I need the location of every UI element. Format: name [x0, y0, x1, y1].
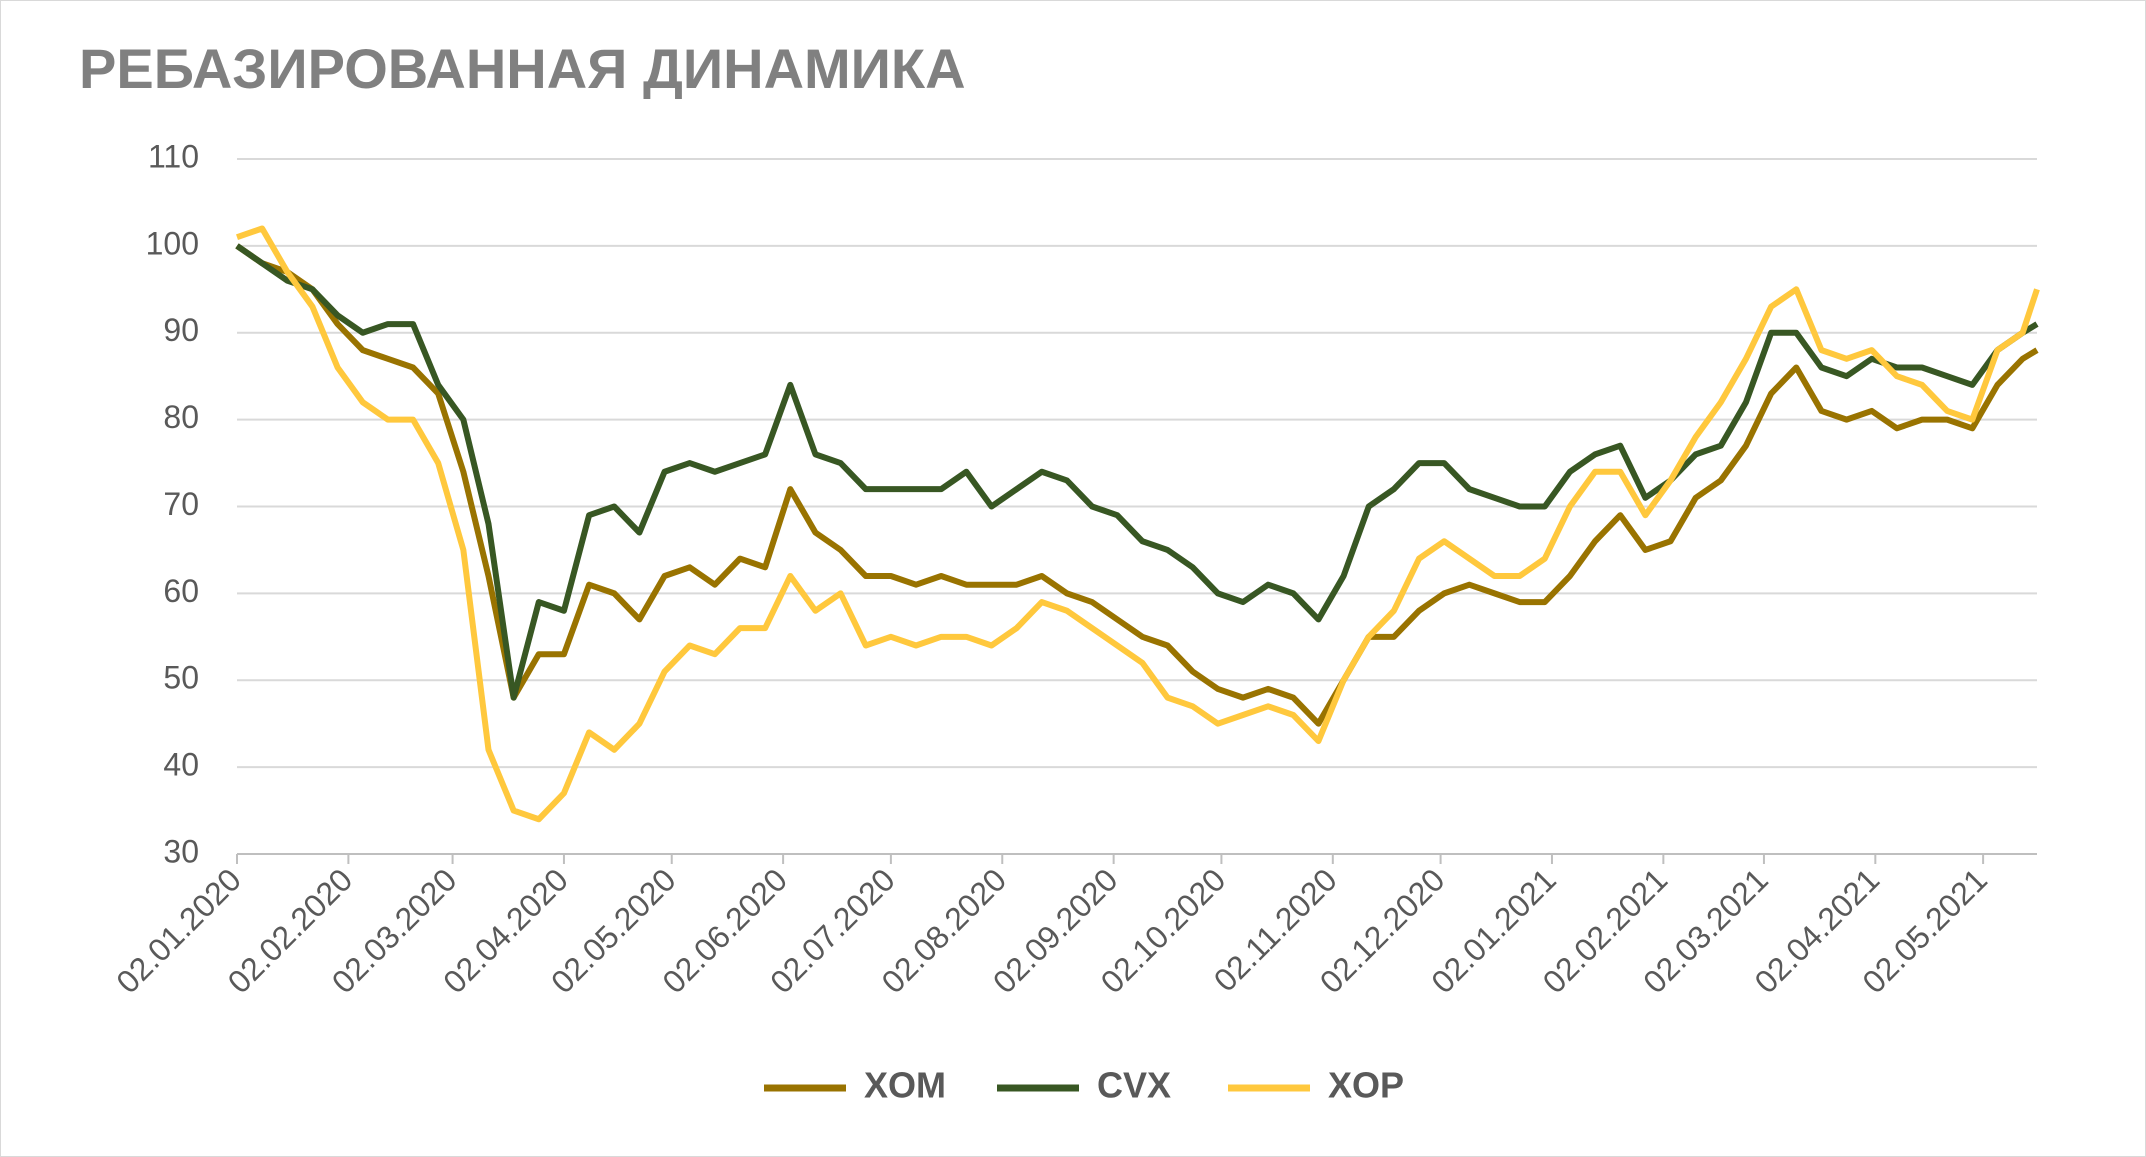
y-tick-label: 50	[163, 660, 199, 696]
legend-label: XOP	[1328, 1065, 1404, 1106]
line-series	[236, 225, 2040, 823]
y-tick-label: 80	[163, 399, 199, 435]
line-series	[235, 243, 2039, 701]
legend-label: XOM	[864, 1065, 946, 1106]
y-tick-label: 70	[163, 486, 199, 522]
legend-label: CVX	[1097, 1065, 1171, 1106]
y-tick-label: 100	[146, 225, 199, 261]
y-tick-label: 90	[163, 312, 199, 348]
line-series	[235, 243, 2039, 727]
y-tick-label: 110	[148, 138, 199, 174]
y-tick-label: 40	[163, 747, 199, 783]
y-tick-label: 60	[163, 573, 199, 609]
y-tick-label: 30	[163, 833, 199, 869]
chart-title: РЕБАЗИРОВАННАЯ ДИНАМИКА	[79, 37, 966, 100]
